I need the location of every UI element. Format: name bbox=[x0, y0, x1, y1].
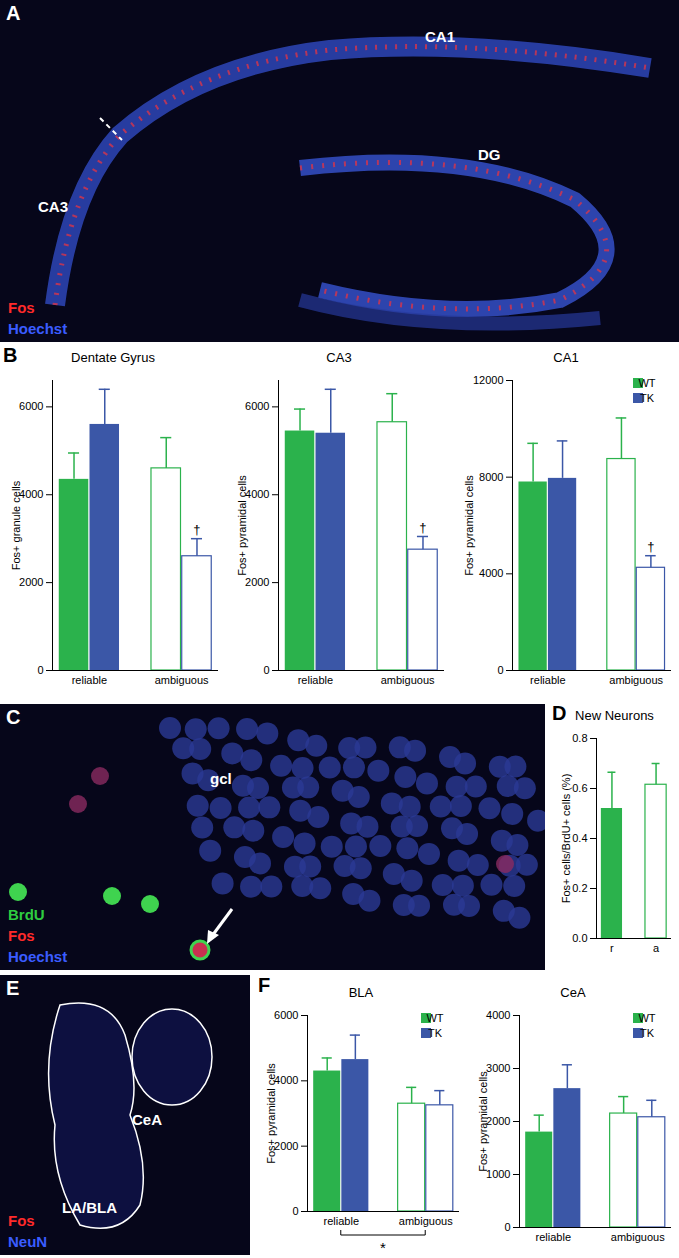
svg-text:Fos+ pyramidal cells: Fos+ pyramidal cells bbox=[463, 475, 475, 576]
svg-text:Fos+ pyramidal cells: Fos+ pyramidal cells bbox=[477, 1071, 489, 1172]
svg-text:Fos: Fos bbox=[8, 299, 35, 316]
svg-text:†: † bbox=[647, 539, 654, 554]
svg-text:CA1: CA1 bbox=[425, 28, 455, 45]
html-text:CA3: CA3 bbox=[326, 350, 352, 365]
svg-text:Fos: Fos bbox=[8, 927, 35, 944]
svg-text:Hoechst: Hoechst bbox=[8, 948, 67, 965]
svg-text:†: † bbox=[193, 522, 200, 537]
svg-text:reliable: reliable bbox=[536, 1231, 571, 1243]
svg-text:reliable: reliable bbox=[530, 674, 565, 686]
svg-text:WT: WT bbox=[638, 1012, 655, 1024]
svg-text:a: a bbox=[653, 942, 660, 954]
svg-text:LA/BLA: LA/BLA bbox=[62, 1199, 117, 1216]
html-text:CA1: CA1 bbox=[553, 350, 579, 365]
svg-text:0: 0 bbox=[497, 664, 503, 676]
svg-text:1000: 1000 bbox=[486, 1168, 510, 1180]
svg-text:Fos+ pyramidal cells: Fos+ pyramidal cells bbox=[236, 475, 248, 576]
svg-text:NeuN: NeuN bbox=[8, 1233, 47, 1250]
svg-text:Fos+ cells/BrdU+ cells (%): Fos+ cells/BrdU+ cells (%) bbox=[560, 774, 572, 904]
html-text:BLA: BLA bbox=[348, 985, 374, 1000]
svg-text:0: 0 bbox=[504, 1221, 510, 1233]
svg-text:CA3: CA3 bbox=[38, 198, 68, 215]
svg-text:0.0: 0.0 bbox=[572, 932, 587, 944]
html-text:B: B bbox=[3, 344, 18, 366]
svg-text:TK: TK bbox=[640, 392, 655, 404]
svg-text:TK: TK bbox=[428, 1027, 443, 1039]
svg-text:6000: 6000 bbox=[245, 400, 269, 412]
svg-text:CeA: CeA bbox=[132, 1111, 162, 1128]
svg-text:ambiguous: ambiguous bbox=[381, 674, 435, 686]
html-text:New Neurons: New Neurons bbox=[575, 708, 654, 723]
html-text:CeA: CeA bbox=[560, 985, 586, 1000]
html-text:C: C bbox=[6, 706, 21, 728]
svg-text:DG: DG bbox=[478, 146, 501, 163]
svg-text:†: † bbox=[419, 520, 426, 535]
svg-text:0: 0 bbox=[292, 1205, 298, 1217]
svg-text:WT: WT bbox=[426, 1012, 443, 1024]
html-text:Dentate Gyrus: Dentate Gyrus bbox=[71, 350, 155, 365]
svg-text:r: r bbox=[610, 942, 614, 954]
svg-text:4000: 4000 bbox=[274, 1074, 298, 1086]
svg-text:0.2: 0.2 bbox=[572, 882, 587, 894]
svg-text:4000: 4000 bbox=[486, 1009, 510, 1021]
svg-text:6000: 6000 bbox=[274, 1009, 298, 1021]
svg-text:ambiguous: ambiguous bbox=[611, 1231, 665, 1243]
svg-text:gcl: gcl bbox=[210, 770, 232, 787]
svg-text:0.6: 0.6 bbox=[572, 782, 587, 794]
svg-text:4000: 4000 bbox=[479, 567, 503, 579]
html-text:A: A bbox=[6, 2, 21, 24]
svg-text:ambiguous: ambiguous bbox=[609, 674, 663, 686]
svg-text:reliable: reliable bbox=[298, 674, 333, 686]
svg-text:2000: 2000 bbox=[274, 1140, 298, 1152]
svg-text:6000: 6000 bbox=[19, 400, 43, 412]
svg-text:2000: 2000 bbox=[19, 576, 43, 588]
svg-text:0: 0 bbox=[263, 664, 269, 676]
svg-text:ambiguous: ambiguous bbox=[399, 1215, 453, 1227]
svg-text:3000: 3000 bbox=[486, 1062, 510, 1074]
svg-text:TK: TK bbox=[640, 1027, 655, 1039]
svg-text:reliable: reliable bbox=[324, 1215, 359, 1227]
svg-text:Fos: Fos bbox=[8, 1212, 35, 1229]
svg-text:2000: 2000 bbox=[245, 576, 269, 588]
html-text:E: E bbox=[6, 977, 20, 999]
svg-text:Fos+ pyramidal cells: Fos+ pyramidal cells bbox=[265, 1063, 277, 1164]
svg-text:4000: 4000 bbox=[19, 488, 43, 500]
html-text:F: F bbox=[258, 974, 271, 996]
svg-text:BrdU: BrdU bbox=[8, 906, 45, 923]
svg-text:4000: 4000 bbox=[245, 488, 269, 500]
svg-text:12000: 12000 bbox=[473, 374, 504, 386]
svg-text:2000: 2000 bbox=[486, 1115, 510, 1127]
svg-text:Hoechst: Hoechst bbox=[8, 320, 67, 337]
svg-text:0.8: 0.8 bbox=[572, 732, 587, 744]
svg-text:*: * bbox=[380, 1239, 386, 1256]
svg-text:0: 0 bbox=[37, 664, 43, 676]
svg-text:Fos+ granule cells: Fos+ granule cells bbox=[10, 480, 22, 570]
svg-text:WT: WT bbox=[638, 377, 655, 389]
svg-text:reliable: reliable bbox=[72, 674, 107, 686]
svg-text:0.4: 0.4 bbox=[572, 832, 587, 844]
svg-text:8000: 8000 bbox=[479, 471, 503, 483]
html-text:D: D bbox=[552, 702, 567, 724]
svg-text:ambiguous: ambiguous bbox=[155, 674, 209, 686]
